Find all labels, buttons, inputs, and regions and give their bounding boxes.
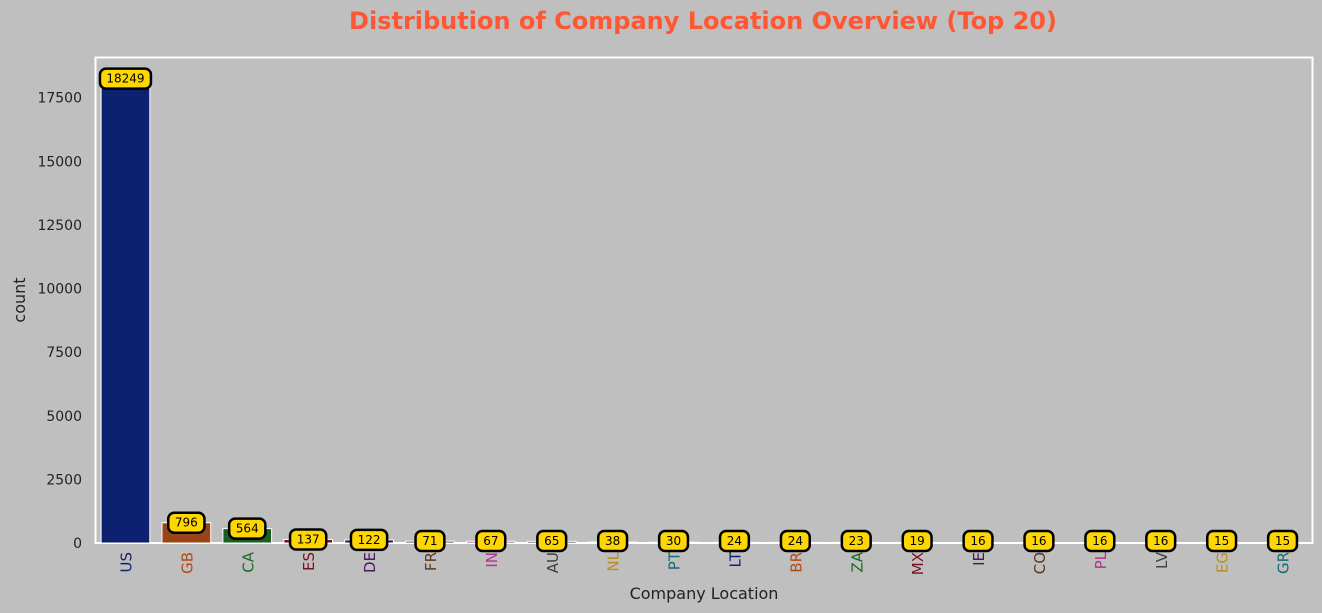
data-label-box — [1023, 529, 1055, 553]
data-label-fr: 71 — [414, 529, 446, 553]
data-label-eg: 15 — [1206, 529, 1238, 553]
data-label-es: 137 — [288, 528, 328, 551]
y-tick-label: 10000 — [37, 282, 82, 298]
bar-series — [100, 78, 1308, 544]
y-tick-label: 7500 — [46, 345, 82, 361]
x-tick-label: AU — [544, 552, 562, 573]
x-tick-label: IN — [483, 552, 501, 568]
x-tick-label: CO — [1031, 552, 1049, 574]
x-tick-label: EG — [1214, 552, 1232, 573]
data-label-de: 122 — [349, 528, 389, 552]
x-tick-label: LV — [1153, 551, 1171, 569]
data-label-pt: 30 — [657, 529, 690, 553]
data-label-box — [349, 528, 389, 552]
data-label-box — [962, 529, 994, 553]
data-label-box — [840, 529, 872, 553]
data-labels: 18249 796 564 137 122 71 67 65 38 30 24 24 23 19 16 16 1… — [98, 67, 1299, 553]
x-tick-label: DE — [361, 552, 379, 573]
data-label-box — [227, 517, 267, 540]
chart-title: Distribution of Company Location Overvie… — [349, 7, 1057, 35]
data-label-text: 30 — [666, 534, 681, 548]
data-label-box — [1266, 529, 1299, 553]
data-label-box — [536, 529, 568, 553]
data-label-text: 16 — [970, 534, 985, 548]
x-tick-label: NL — [605, 551, 623, 571]
data-label-text: 71 — [422, 534, 437, 548]
data-label-box — [657, 529, 690, 553]
x-tick-label: GB — [178, 552, 196, 574]
data-label-text: 67 — [483, 534, 498, 548]
data-label-box — [167, 511, 206, 534]
data-label-text: 15 — [1214, 534, 1229, 548]
data-label-box — [1084, 529, 1116, 553]
data-label-br: 24 — [779, 529, 812, 553]
y-tick-label: 5000 — [46, 409, 82, 425]
x-tick-label: ZA — [848, 551, 866, 572]
y-tick-label: 2500 — [46, 472, 82, 488]
x-tick-label: LT — [726, 551, 744, 567]
data-label-text: 15 — [1275, 534, 1290, 548]
data-label-text: 38 — [605, 534, 620, 548]
data-label-gb: 796 — [167, 511, 206, 534]
data-label-text: 796 — [175, 516, 198, 530]
data-label-box — [779, 529, 812, 553]
data-label-lt: 24 — [718, 529, 751, 553]
y-tick-label: 15000 — [37, 154, 82, 170]
data-label-box — [288, 528, 328, 551]
data-label-ie: 16 — [962, 529, 994, 553]
data-label-nl: 38 — [597, 529, 629, 553]
data-label-text: 137 — [297, 533, 320, 547]
data-label-box — [1206, 529, 1238, 553]
data-label-us: 18249 — [98, 67, 153, 90]
data-label-text: 18249 — [106, 72, 144, 86]
x-tick-label: GR — [1275, 552, 1293, 574]
data-label-box — [1145, 529, 1177, 553]
data-label-box — [414, 529, 446, 553]
data-label-in: 67 — [475, 529, 507, 553]
x-tick-label: PT — [666, 551, 684, 570]
y-tick-label: 0 — [73, 536, 82, 552]
data-label-box — [475, 529, 507, 553]
data-label-text: 564 — [236, 522, 259, 536]
y-axis: 0 2500 5000 7500 10000 12500 15000 17500 — [37, 91, 82, 552]
bar-us — [100, 78, 151, 544]
x-tick-label: US — [117, 552, 135, 573]
x-tick-label: ES — [300, 552, 318, 571]
data-label-text: 16 — [1153, 534, 1168, 548]
data-label-text: 65 — [544, 534, 559, 548]
x-tick-label: BR — [787, 552, 805, 573]
data-label-pl: 16 — [1084, 529, 1116, 553]
data-label-text: 16 — [1031, 534, 1046, 548]
data-label-co: 16 — [1023, 529, 1055, 553]
data-label-za: 23 — [840, 529, 872, 553]
data-label-gr: 15 — [1266, 529, 1299, 553]
data-label-ca: 564 — [227, 517, 267, 540]
data-label-box — [597, 529, 629, 553]
x-tick-label: IE — [970, 552, 988, 566]
data-label-text: 23 — [849, 534, 864, 548]
data-label-mx: 19 — [901, 529, 933, 553]
data-label-text: 19 — [910, 534, 925, 548]
plot-frame — [94, 56, 1314, 544]
x-tick-label: PL — [1092, 551, 1110, 569]
y-tick-label: 12500 — [37, 218, 82, 234]
data-label-lv: 16 — [1145, 529, 1177, 553]
x-tick-label: MX — [909, 552, 927, 575]
y-tick-label: 17500 — [37, 91, 82, 107]
x-tick-label: FR — [422, 552, 440, 571]
x-axis-label: Company Location — [630, 584, 779, 603]
data-label-box — [98, 67, 153, 90]
data-label-box — [901, 529, 933, 553]
data-label-text: 24 — [727, 534, 742, 548]
data-label-box — [718, 529, 751, 553]
data-label-text: 24 — [788, 534, 803, 548]
data-label-au: 65 — [536, 529, 568, 553]
x-tick-label: CA — [239, 551, 257, 572]
y-axis-label: count — [10, 277, 29, 322]
x-axis: US GB CA ES DE FR IN AU NL PT LT BR ZA MX IE CO PL LV EG GR — [117, 551, 1292, 575]
data-label-text: 122 — [358, 533, 381, 547]
data-label-text: 16 — [1092, 534, 1107, 548]
